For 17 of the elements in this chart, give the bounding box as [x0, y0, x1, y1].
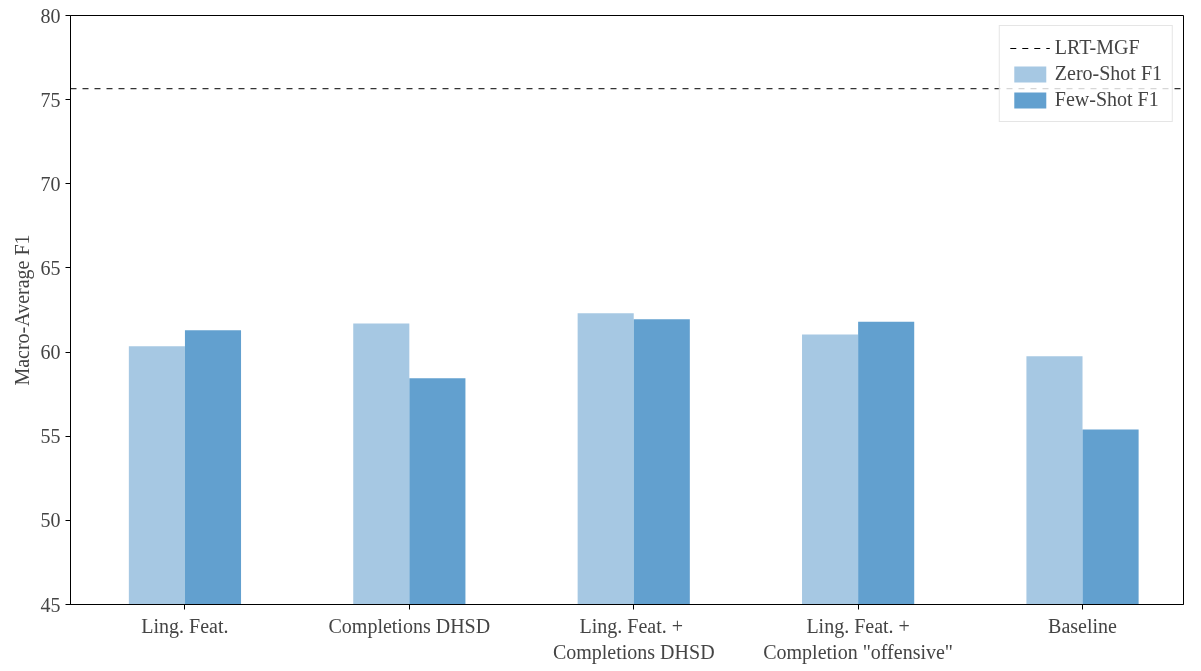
- legend-label: Zero-Shot F1: [1054, 62, 1162, 85]
- y-tick-label: 65: [40, 256, 61, 279]
- legend-label: LRT-MGF: [1054, 36, 1140, 59]
- x-tick-label: Ling. Feat. + Completions DHSD: [552, 614, 715, 664]
- y-tick-label: 60: [40, 341, 61, 364]
- x-tick-label: Ling. Feat. + Completion "offensive": [763, 614, 954, 664]
- x-tick-label: Completions DHSD: [328, 614, 491, 638]
- y-tick-label: 80: [40, 4, 61, 27]
- y-tick-label: 45: [40, 593, 61, 616]
- y-tick-label: 50: [40, 509, 61, 532]
- legend-label: Few-Shot F1: [1054, 88, 1159, 111]
- x-tick-label: Baseline: [1048, 614, 1118, 637]
- y-tick-label: 70: [40, 172, 61, 195]
- y-axis-title: Macro-Average F1: [10, 234, 34, 386]
- x-tick-label: Ling. Feat.: [141, 614, 229, 638]
- y-tick-label: 75: [40, 88, 61, 111]
- y-tick-label: 55: [40, 425, 61, 448]
